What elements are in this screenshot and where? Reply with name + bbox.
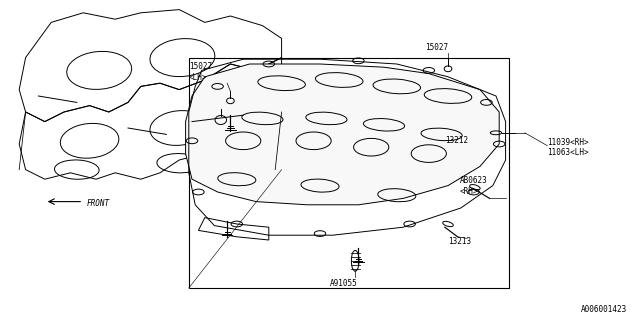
Text: FRONT: FRONT — [86, 199, 109, 208]
Text: A91055: A91055 — [330, 279, 357, 288]
Text: AB0623
<RH>: AB0623 <RH> — [460, 176, 487, 196]
Text: 13213: 13213 — [448, 237, 471, 246]
Bar — [189, 58, 509, 288]
Polygon shape — [186, 64, 499, 205]
Text: 11063<LH>: 11063<LH> — [547, 148, 589, 157]
Text: 15027: 15027 — [426, 43, 449, 52]
Text: A006001423: A006001423 — [581, 305, 627, 314]
Text: 15027
<LH>: 15027 <LH> — [189, 62, 212, 82]
Text: 11039<RH>: 11039<RH> — [547, 138, 589, 147]
Text: 13212: 13212 — [445, 136, 468, 145]
